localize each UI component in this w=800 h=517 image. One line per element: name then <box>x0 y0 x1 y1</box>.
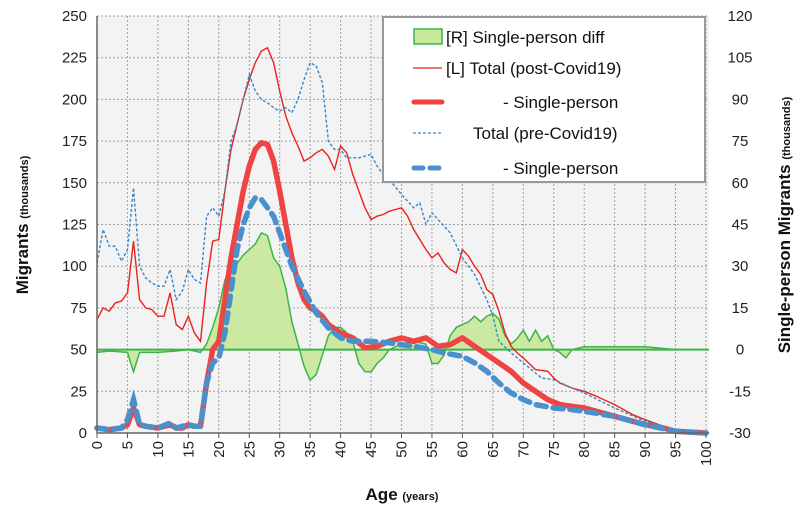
y-right-tick-label: 60 <box>732 175 749 192</box>
x-tick-label: 10 <box>150 441 167 458</box>
y-right-tick-label: 90 <box>732 91 749 108</box>
y-right-tick-label: 15 <box>732 300 749 317</box>
legend-label-pre-single: - Single-person <box>503 159 618 178</box>
axes: 0 5 10 15 20 25 30 35 40 45 50 55 60 65 70 75 80 85 90 95 10… <box>62 8 753 466</box>
series-layer <box>94 46 709 436</box>
series-r-single-person-diff-line <box>96 231 706 382</box>
y-axis-left-title: Migrants (thousands) <box>13 155 32 294</box>
y-right-tick-label: 120 <box>727 8 752 25</box>
x-tick-label: 65 <box>485 441 502 458</box>
y-left-tick-label: 50 <box>70 342 87 359</box>
y-left-tick-label: 175 <box>62 133 87 150</box>
legend: [R] Single-person diff [L] Total (post-C… <box>382 16 706 183</box>
y-right-tick-label: 0 <box>736 342 744 359</box>
x-tick-label: 60 <box>454 441 471 458</box>
y-left-tick-label: 250 <box>62 8 87 25</box>
y-left-tick-label: 125 <box>62 217 87 234</box>
x-axis-title: Age (years) <box>366 485 439 504</box>
x-tick-label: 0 <box>89 441 106 449</box>
x-tick-label: 45 <box>363 441 380 458</box>
y-right-tick-label: -15 <box>729 383 751 400</box>
x-tick-label: 85 <box>607 441 624 458</box>
legend-label-post-total: [L] Total (post-Covid19) <box>446 59 621 78</box>
x-tick-label: 15 <box>180 441 197 458</box>
x-tick-label: 75 <box>546 441 563 458</box>
x-tick-label: 55 <box>424 441 441 458</box>
x-tick-label: 90 <box>637 441 654 458</box>
y-left-tick-label: 200 <box>62 91 87 108</box>
x-tick-label: 95 <box>668 441 685 458</box>
series-pre-Covid19-single-person <box>94 194 709 436</box>
y-left-tick-label: 225 <box>62 50 87 67</box>
x-tick-label: 20 <box>211 441 228 458</box>
y-left-tick-label: 150 <box>62 175 87 192</box>
x-tick-label: 35 <box>302 441 319 458</box>
x-tick-label: 80 <box>576 441 593 458</box>
y-right-tick-label: 75 <box>732 133 749 150</box>
y-right-tick-label: 30 <box>732 258 749 275</box>
x-tick-label: 40 <box>333 441 350 458</box>
legend-swatch-diff <box>413 28 443 45</box>
x-tick-label: 100 <box>698 441 715 466</box>
y-left-tick-label: 0 <box>79 425 87 442</box>
x-tick-label: 30 <box>272 441 289 458</box>
y-right-tick-label: -30 <box>729 425 751 442</box>
legend-label-pre-total: Total (pre-Covid19) <box>473 124 618 143</box>
y-left-tick-label: 25 <box>70 383 87 400</box>
legend-label-diff: [R] Single-person diff <box>446 28 605 47</box>
series-l-total-post-covid19 <box>96 46 707 434</box>
y-right-tick-label: 105 <box>727 50 752 67</box>
legend-label-post-single: - Single-person <box>503 93 618 112</box>
y-left-tick-label: 100 <box>62 258 87 275</box>
x-tick-label: 70 <box>515 441 532 458</box>
y-right-tick-label: 45 <box>732 217 749 234</box>
x-tick-label: 50 <box>394 441 411 458</box>
x-tick-label: 5 <box>119 441 136 449</box>
series-r-single-person-diff-area <box>97 232 706 381</box>
x-tick-label: 25 <box>241 441 258 458</box>
y-left-tick-label: 75 <box>70 300 87 317</box>
y-axis-right-title: Single-person Migrants (thousands) <box>775 96 794 353</box>
series-total-pre-covid19 <box>96 61 707 434</box>
